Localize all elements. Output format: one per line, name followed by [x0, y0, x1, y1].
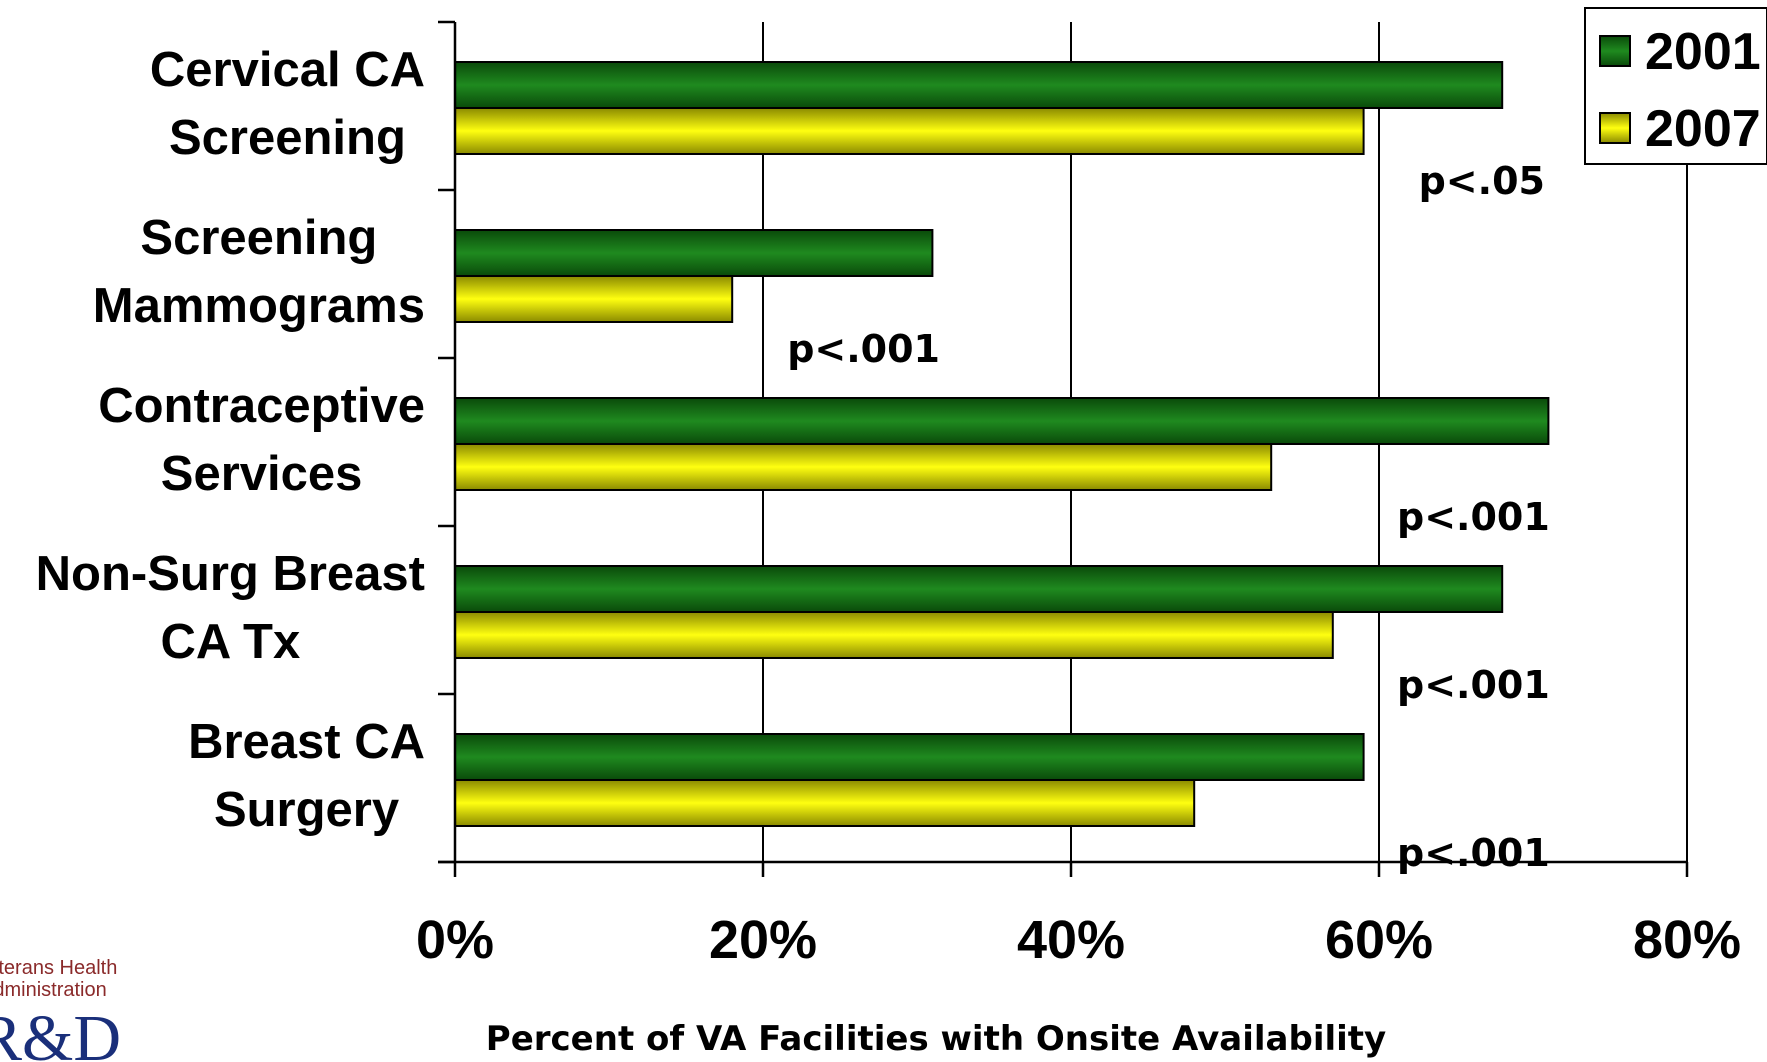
legend: 2001 2007 [1584, 7, 1767, 165]
logo-mark: R&D [0, 1002, 121, 1062]
bar-2007-1 [454, 275, 734, 323]
category-label-1: Screening Mammograms [93, 211, 425, 333]
p-value-3: p<.001 [1397, 663, 1550, 707]
bar-2001-4 [454, 733, 1365, 781]
category-label-0: Cervical CA Screening [150, 43, 425, 165]
x-tick-labels: 0% 20% 40% 60% 80% [416, 910, 1741, 970]
legend-swatch-2007 [1599, 112, 1631, 144]
legend-label-2001: 2001 [1645, 23, 1761, 81]
bar-2007-2 [454, 443, 1273, 491]
bar-2007-0 [454, 107, 1365, 155]
legend-label-2007: 2007 [1645, 100, 1761, 158]
bar-2007-3 [454, 611, 1334, 659]
p-value-1: p<.001 [787, 327, 940, 371]
logo-line-2: Administration [0, 979, 107, 1001]
bar-2001-2 [454, 397, 1550, 445]
axes [438, 20, 1689, 877]
p-value-0: p<.05 [1419, 159, 1545, 203]
x-tick-label-60: 60% [1325, 910, 1433, 970]
x-axis-label: Percent of VA Facilities with Onsite Ava… [486, 1019, 1386, 1059]
bars [454, 61, 1550, 827]
x-tick-label-20: 20% [709, 910, 817, 970]
category-labels: Cervical CA Screening Screening Mammograms C… [36, 43, 425, 837]
legend-swatch-2001 [1599, 35, 1631, 67]
p-value-4: p<.001 [1397, 831, 1550, 875]
bar-2001-0 [454, 61, 1504, 109]
p-value-2: p<.001 [1397, 495, 1550, 539]
bar-2007-4 [454, 779, 1196, 827]
logo-line-1: Veterans Health [0, 957, 117, 979]
x-tick-label-0: 0% [416, 910, 494, 970]
va-rd-logo: Veterans Health Administration R&D [0, 957, 121, 1062]
x-tick-label-80: 80% [1633, 910, 1741, 970]
category-label-3: Non-Surg Breast CA Tx [36, 547, 425, 669]
category-label-2: Contraceptive Services [98, 379, 425, 501]
x-tick-label-40: 40% [1017, 910, 1125, 970]
category-label-4: Breast CA Surgery [188, 715, 425, 837]
p-value-annotations: p<.05 p<.001 p<.001 p<.001 p<.001 [787, 159, 1550, 875]
bar-2001-1 [454, 229, 934, 277]
bar-2001-3 [454, 565, 1504, 613]
